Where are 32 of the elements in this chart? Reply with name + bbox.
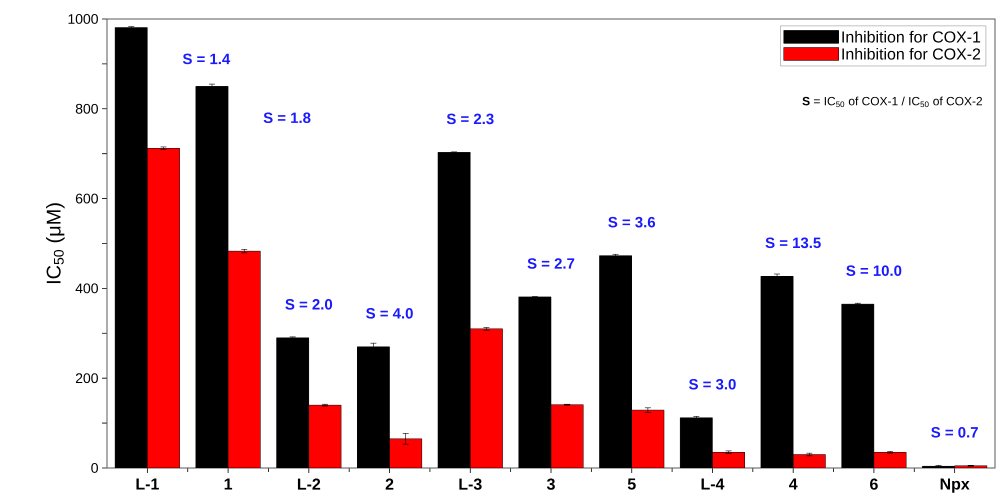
annotation: S = 0.7 <box>931 427 978 438</box>
annotation: S = 2.7 <box>528 258 574 269</box>
annotation: S = 10.0 <box>846 265 902 276</box>
y-tick-label: 400 <box>76 283 98 294</box>
annotation: S = 1.8 <box>264 112 310 124</box>
annotation: S = 13.5 <box>766 238 821 248</box>
x-tick-label: L-3 <box>459 478 482 490</box>
annotation: S = 2.3 <box>446 114 494 124</box>
annotation: S = IC$_{50}$ of COX-1 / IC$_{50}$ of COX-2 <box>802 96 982 108</box>
y-axis-title: IC$_{50}$ (μM) <box>46 203 65 284</box>
x-tick-label: 1 <box>224 478 232 490</box>
annotation: S = 3.0 <box>689 378 736 390</box>
annotation: S = 2.0 <box>285 299 332 310</box>
x-tick-label: L-2 <box>298 478 320 490</box>
legend-label: Inhibition for COX-1 <box>842 30 980 43</box>
y-tick-label: 800 <box>76 104 98 114</box>
y-tick-label: 200 <box>76 373 98 384</box>
y-tick-label: 600 <box>76 194 98 204</box>
x-tick-label: L-4 <box>702 478 724 490</box>
x-tick-label: L-1 <box>136 478 159 490</box>
legend-label: Inhibition for COX-2 <box>842 48 980 60</box>
x-tick-label: 3 <box>546 478 555 490</box>
x-tick-label: 5 <box>628 478 636 490</box>
x-tick-label: Npx <box>940 478 970 493</box>
annotation: S = 1.4 <box>182 54 230 64</box>
x-tick-label: 2 <box>386 478 394 490</box>
annotation: S = 3.6 <box>608 216 656 228</box>
y-tick-label: 1000 <box>68 14 98 24</box>
x-tick-label: 6 <box>870 478 878 490</box>
annotation: S = 4.0 <box>366 308 413 319</box>
y-tick-label: 0 <box>91 463 98 473</box>
x-tick-label: 4 <box>788 478 798 490</box>
